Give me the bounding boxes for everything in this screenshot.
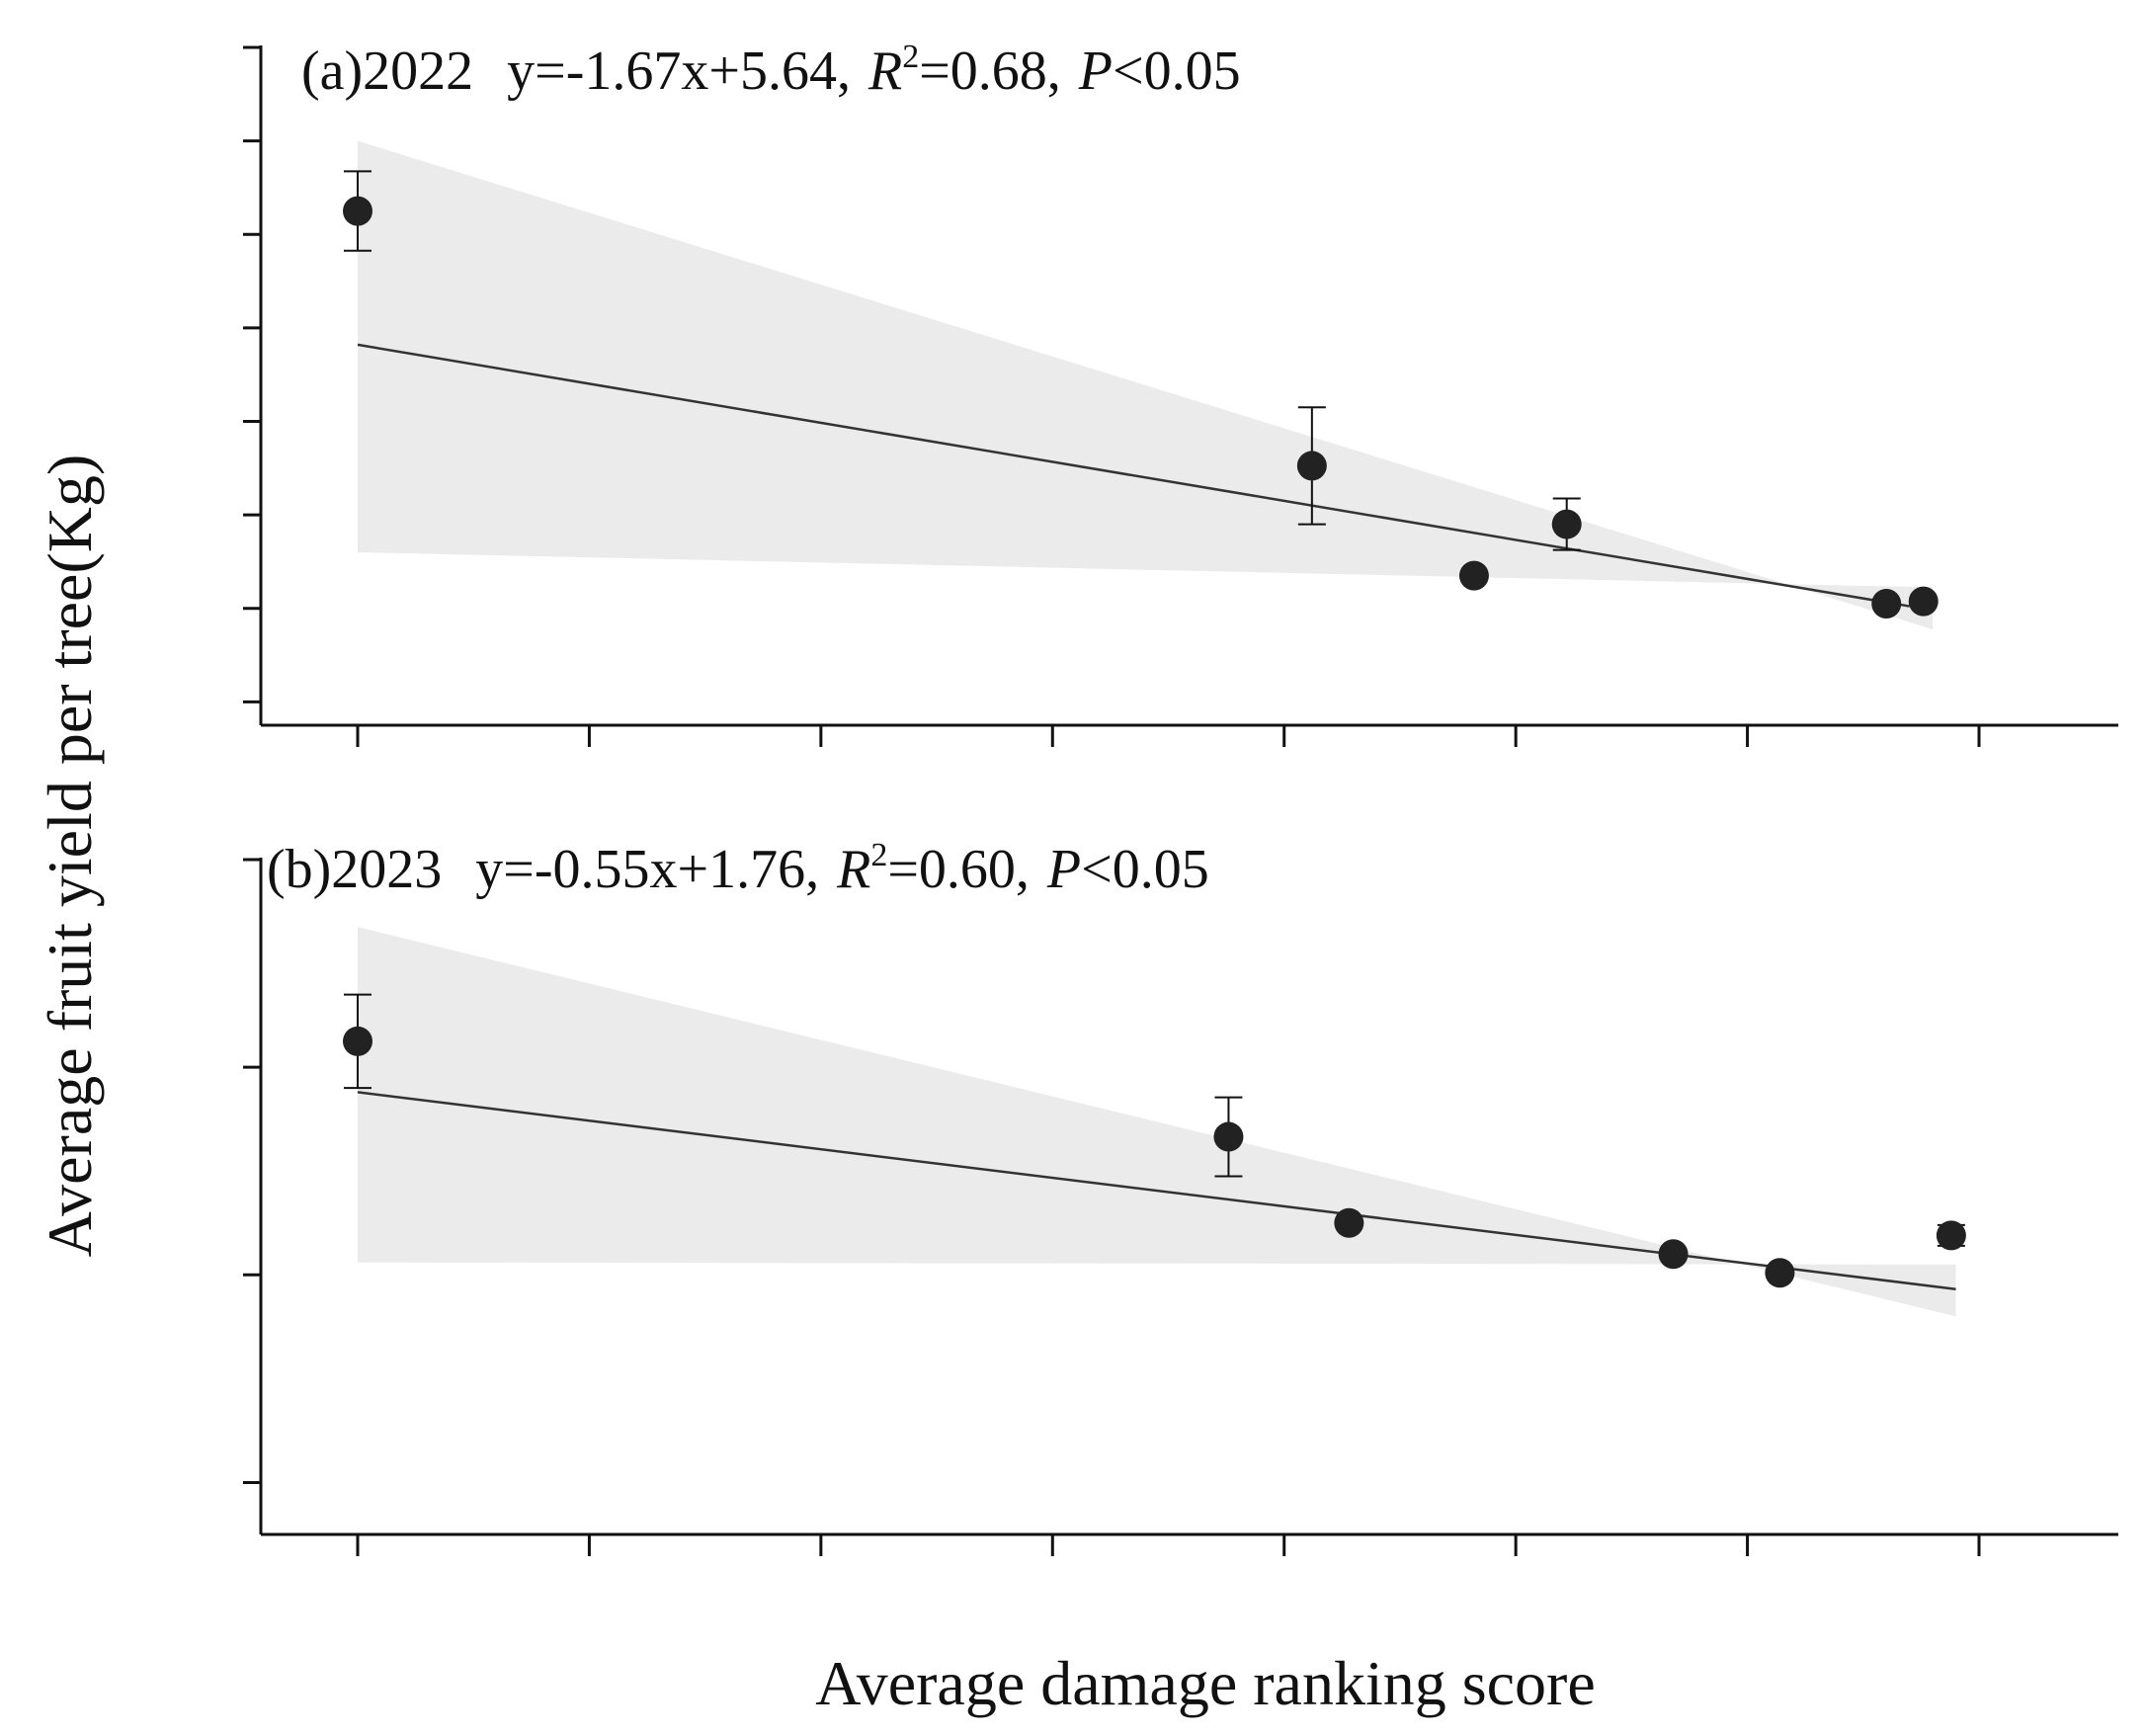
panel-b-plot: (b)2023 y=-0.55x+1.76, R2=0.60, P<0.05	[243, 837, 2118, 1556]
r-squared-value: =0.68,	[919, 41, 1061, 102]
data-point	[1458, 560, 1489, 591]
regression-line	[357, 1091, 1956, 1290]
y-axis-title: Average fruit yield per tree(Kg)	[35, 455, 105, 1258]
confidence-band	[358, 927, 1956, 1317]
data-point	[1908, 586, 1939, 617]
panel-title: (b)2023	[267, 839, 442, 900]
data-point	[343, 196, 372, 226]
equation-text: y=-0.55x+1.76,	[475, 839, 819, 900]
r-squared-symbol: R	[836, 839, 870, 900]
r-squared-value: =0.60,	[887, 839, 1030, 900]
r-squared-exponent: 2	[870, 837, 887, 873]
data-point	[1213, 1121, 1244, 1152]
data-point	[1936, 1220, 1966, 1251]
data-point	[1871, 588, 1902, 619]
panel-title: (a)2022	[301, 41, 473, 102]
x-axis-title: Average damage ranking score	[815, 1648, 1596, 1718]
regression-equation: (b)2023 y=-0.55x+1.76, R2=0.60, P<0.05	[267, 837, 1209, 900]
data-point	[1296, 451, 1327, 481]
confidence-band	[358, 140, 1934, 630]
data-point	[1765, 1258, 1795, 1288]
p-value: <0.05	[1081, 839, 1209, 900]
data-point	[1551, 509, 1582, 539]
regression-equation: (a)2022 y=-1.67x+5.64, R2=0.68, P<0.05	[301, 39, 1241, 102]
r-squared-exponent: 2	[902, 39, 919, 75]
p-value: <0.05	[1113, 41, 1241, 102]
p-symbol: P	[1078, 41, 1113, 102]
equation-text: y=-1.67x+5.64,	[507, 41, 851, 102]
panel-a-plot: (a)2022 y=-1.67x+5.64, R2=0.68, P<0.05	[243, 39, 2118, 747]
p-symbol: P	[1046, 839, 1081, 900]
data-point	[343, 1026, 372, 1056]
data-point	[1334, 1207, 1364, 1238]
data-point	[1658, 1239, 1689, 1270]
r-squared-symbol: R	[867, 41, 902, 102]
regression-line	[357, 343, 1910, 608]
